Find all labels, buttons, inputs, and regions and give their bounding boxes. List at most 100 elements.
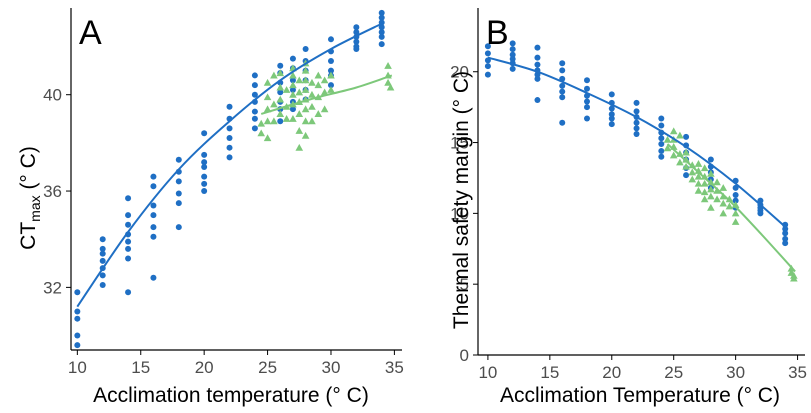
panel-b-circle-point: [658, 115, 665, 122]
panel-a-circle-point: [74, 342, 81, 349]
panel-b-circle-point: [484, 63, 491, 70]
panel-a-triangle-point: [327, 71, 335, 79]
panel-b-triangle-point: [700, 172, 709, 180]
panel-a-triangle-point: [308, 102, 316, 110]
panel-a-circle-point: [226, 135, 233, 142]
panel-a-circle-point: [378, 29, 385, 36]
panel-b-circle-point: [757, 210, 764, 217]
panel-a-fit-line-circle-series: [76, 21, 385, 308]
panel-b-triangle-point: [669, 127, 678, 135]
panel-b-x-tick-label: 20: [602, 363, 621, 382]
panel-b-triangle-point: [694, 172, 703, 180]
panel-a-triangle-point: [270, 117, 278, 125]
panel-b-triangle-point: [688, 175, 697, 183]
panel-a-x-ticks: 10 15 20 25 30 35: [68, 350, 404, 377]
panel-a-circle-point: [277, 89, 284, 96]
panel-a-circle-point: [378, 14, 385, 21]
panel-a-circle-point: [226, 125, 233, 132]
panel-a-circle-point: [125, 255, 132, 262]
panel-b-circle-point: [534, 75, 541, 82]
panel-a-triangle-point: [257, 119, 266, 127]
panel-b-triangle-point: [676, 158, 684, 166]
panel-b-circle-point: [658, 140, 665, 147]
panel-a-circle-point: [150, 202, 157, 209]
panel-a-triangle-point: [289, 114, 297, 122]
panel-b-circle-point: [707, 156, 714, 163]
panel-a-triangle-point: [320, 88, 329, 96]
panel-b-x-tick-label: 10: [478, 363, 497, 382]
panel-b-circle-point: [584, 85, 590, 92]
panel-a-circle-point: [150, 173, 157, 180]
panel-a-circle-point: [226, 154, 233, 161]
panel-a-circle-point: [175, 224, 182, 231]
panel-a-circle-point: [277, 62, 284, 69]
panel-a-circle-point: [125, 195, 132, 202]
panel-b-circle-point: [509, 65, 516, 72]
panel-a-triangle-point: [276, 95, 285, 103]
panel-b-fit-line-circle-series: [487, 56, 789, 230]
panel-a-circle-point: [99, 257, 106, 264]
panel-a-triangle-point: [301, 86, 310, 93]
panel-b-circle-point: [584, 77, 590, 84]
panel-a-triangle-point: [308, 90, 316, 98]
panel-b-circle-point: [732, 197, 739, 204]
panel-b-x-tick-label: 15: [540, 363, 559, 382]
panel-b-circle-point: [782, 240, 789, 247]
panel-a-circle-point: [289, 106, 296, 113]
panel-a-circle-point: [378, 9, 385, 16]
panel-b-triangle-point: [700, 188, 709, 196]
panel-b-triangle-point: [688, 168, 697, 176]
panel-a-y-axis-title-unit: (° C): [17, 146, 40, 195]
panel-b-triangle-point: [713, 195, 721, 203]
panel-a-circle-point: [99, 245, 106, 252]
panel-b-triangle-point: [719, 199, 728, 207]
panel-b-triangle-point: [694, 179, 703, 187]
panel-b-circle-point: [608, 115, 615, 122]
panel-b-circle-point: [683, 133, 690, 140]
panel-b-x-tick-label: 30: [726, 363, 745, 382]
panel-a-x-tick-label: 25: [258, 358, 277, 377]
panel-b-circle-point: [633, 108, 640, 115]
panel-a-circle-point: [74, 332, 81, 339]
panel-a-circle-point: [251, 108, 258, 115]
panel-a-x-tick-label: 35: [385, 358, 404, 377]
panel-a-triangle-point: [308, 78, 316, 86]
panel-b-circle-point: [559, 94, 566, 101]
panel-a-circle-point: [327, 82, 334, 89]
panel-a-triangle-point: [384, 62, 392, 69]
panel-b-circle-point: [732, 191, 739, 198]
panel-b-circle-point: [534, 44, 541, 51]
panel-a-circle-point: [353, 38, 360, 45]
panel-b-triangle-point: [682, 162, 690, 170]
panel-a-circle-point: [74, 315, 81, 322]
panel-a-triangle-point: [320, 76, 329, 84]
panel-b-circle-point: [782, 230, 789, 237]
panel-a-circle-point: [201, 180, 208, 187]
panel-b-triangle-point: [725, 202, 734, 210]
panel-b-circle-point: [658, 148, 665, 155]
panel-b-y-tick-label: 10: [450, 204, 469, 223]
panel-a-circle-point: [277, 118, 284, 125]
panel-b-y-tick-label: 15: [450, 134, 469, 153]
panel-b-circle-point: [633, 119, 640, 126]
panel-a-circle-point: [251, 115, 258, 122]
panel-b-circle-point: [509, 55, 516, 62]
panel-a-triangle-point: [301, 66, 310, 74]
panel-b-triangle-point: [731, 209, 740, 217]
panel-a-circle-point: [353, 45, 360, 52]
panel-a-circle-point: [226, 144, 233, 151]
panel-a-circle-point: [378, 41, 385, 48]
panel-b-triangle-point: [725, 195, 734, 203]
panel-a-x-tick-label: 20: [195, 358, 214, 377]
panel-b-triangle-point: [719, 209, 728, 217]
panel-a-circle-point: [201, 163, 208, 170]
panel-b-circle-point: [732, 184, 739, 191]
panel-a-x-axis-title: Acclimation temperature (° C): [93, 384, 369, 407]
panel-b-triangle-point: [707, 169, 715, 177]
panel-a-circle-point: [251, 72, 258, 79]
panel-a-x-tick-label: 15: [131, 358, 150, 377]
panel-b-circle-point: [608, 91, 615, 98]
panel-a-circle-point: [302, 45, 309, 52]
panel-b-triangle-point: [719, 184, 728, 191]
panel-a-triangle-point: [314, 110, 323, 118]
